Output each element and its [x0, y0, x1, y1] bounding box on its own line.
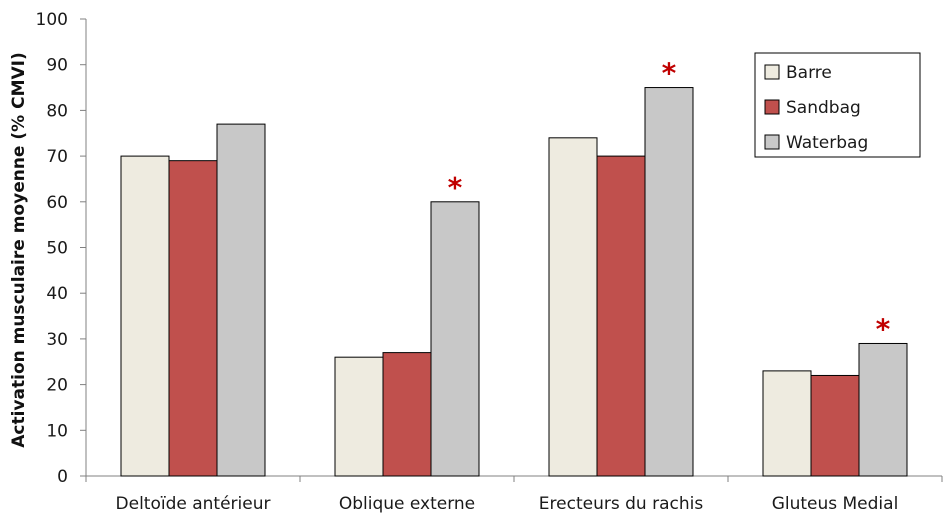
- y-tick-label: 80: [46, 101, 68, 121]
- bar-sandbag-oblique-externe: [382, 352, 432, 477]
- bar-waterbag-oblique-externe: [430, 201, 480, 477]
- legend-swatch-sandbag: [764, 99, 780, 115]
- x-tick-label: Gluteus Medial: [772, 494, 899, 514]
- significance-star: *: [876, 312, 891, 345]
- bar-waterbag-deltoide-anterieur: [216, 123, 266, 477]
- bar-waterbag-erecteurs-du-rachis: [644, 87, 694, 477]
- legend-label-waterbag: Waterbag: [786, 133, 868, 153]
- y-tick-label: 10: [46, 421, 68, 441]
- y-axis-label: Activation musculaire moyenne (% CMVI): [9, 52, 29, 448]
- bar-sandbag-erecteurs-du-rachis: [596, 155, 646, 477]
- legend: Barre Sandbag Waterbag: [754, 52, 921, 158]
- y-tick-label: 70: [46, 147, 68, 167]
- legend-swatch-waterbag: [764, 134, 780, 150]
- legend-swatch-barre: [764, 64, 780, 80]
- y-tick-label: 30: [46, 330, 68, 350]
- bar-barre-erecteurs-du-rachis: [548, 137, 598, 477]
- bar-sandbag-gluteus-medial: [810, 374, 860, 477]
- legend-label-barre: Barre: [786, 63, 832, 83]
- y-tick-label: 50: [46, 239, 68, 259]
- bar-barre-gluteus-medial: [762, 370, 812, 477]
- significance-star: *: [448, 171, 463, 204]
- y-tick-label: 0: [57, 467, 68, 487]
- legend-label-sandbag: Sandbag: [786, 98, 861, 118]
- x-tick-label: Erecteurs du rachis: [539, 494, 704, 514]
- plot-area: 0 10 20 30 40 50 60 70 80 90 100 Deltoïde antérieur…: [36, 10, 943, 514]
- bar-barre-oblique-externe: [334, 356, 384, 477]
- legend-box: [754, 52, 921, 158]
- x-tick-label: Deltoïde antérieur: [116, 494, 271, 514]
- bar-barre-deltoide-anterieur: [120, 155, 170, 477]
- x-tick-label: Oblique externe: [339, 494, 475, 514]
- bar-waterbag-gluteus-medial: [858, 342, 908, 477]
- significance-star: *: [662, 57, 677, 90]
- y-tick-label: 20: [46, 376, 68, 396]
- y-tick-label: 40: [46, 284, 68, 304]
- y-tick-label: 100: [36, 10, 68, 30]
- bar-sandbag-deltoide-anterieur: [168, 160, 218, 477]
- y-tick-label: 60: [46, 193, 68, 213]
- y-tick-label: 90: [46, 56, 68, 76]
